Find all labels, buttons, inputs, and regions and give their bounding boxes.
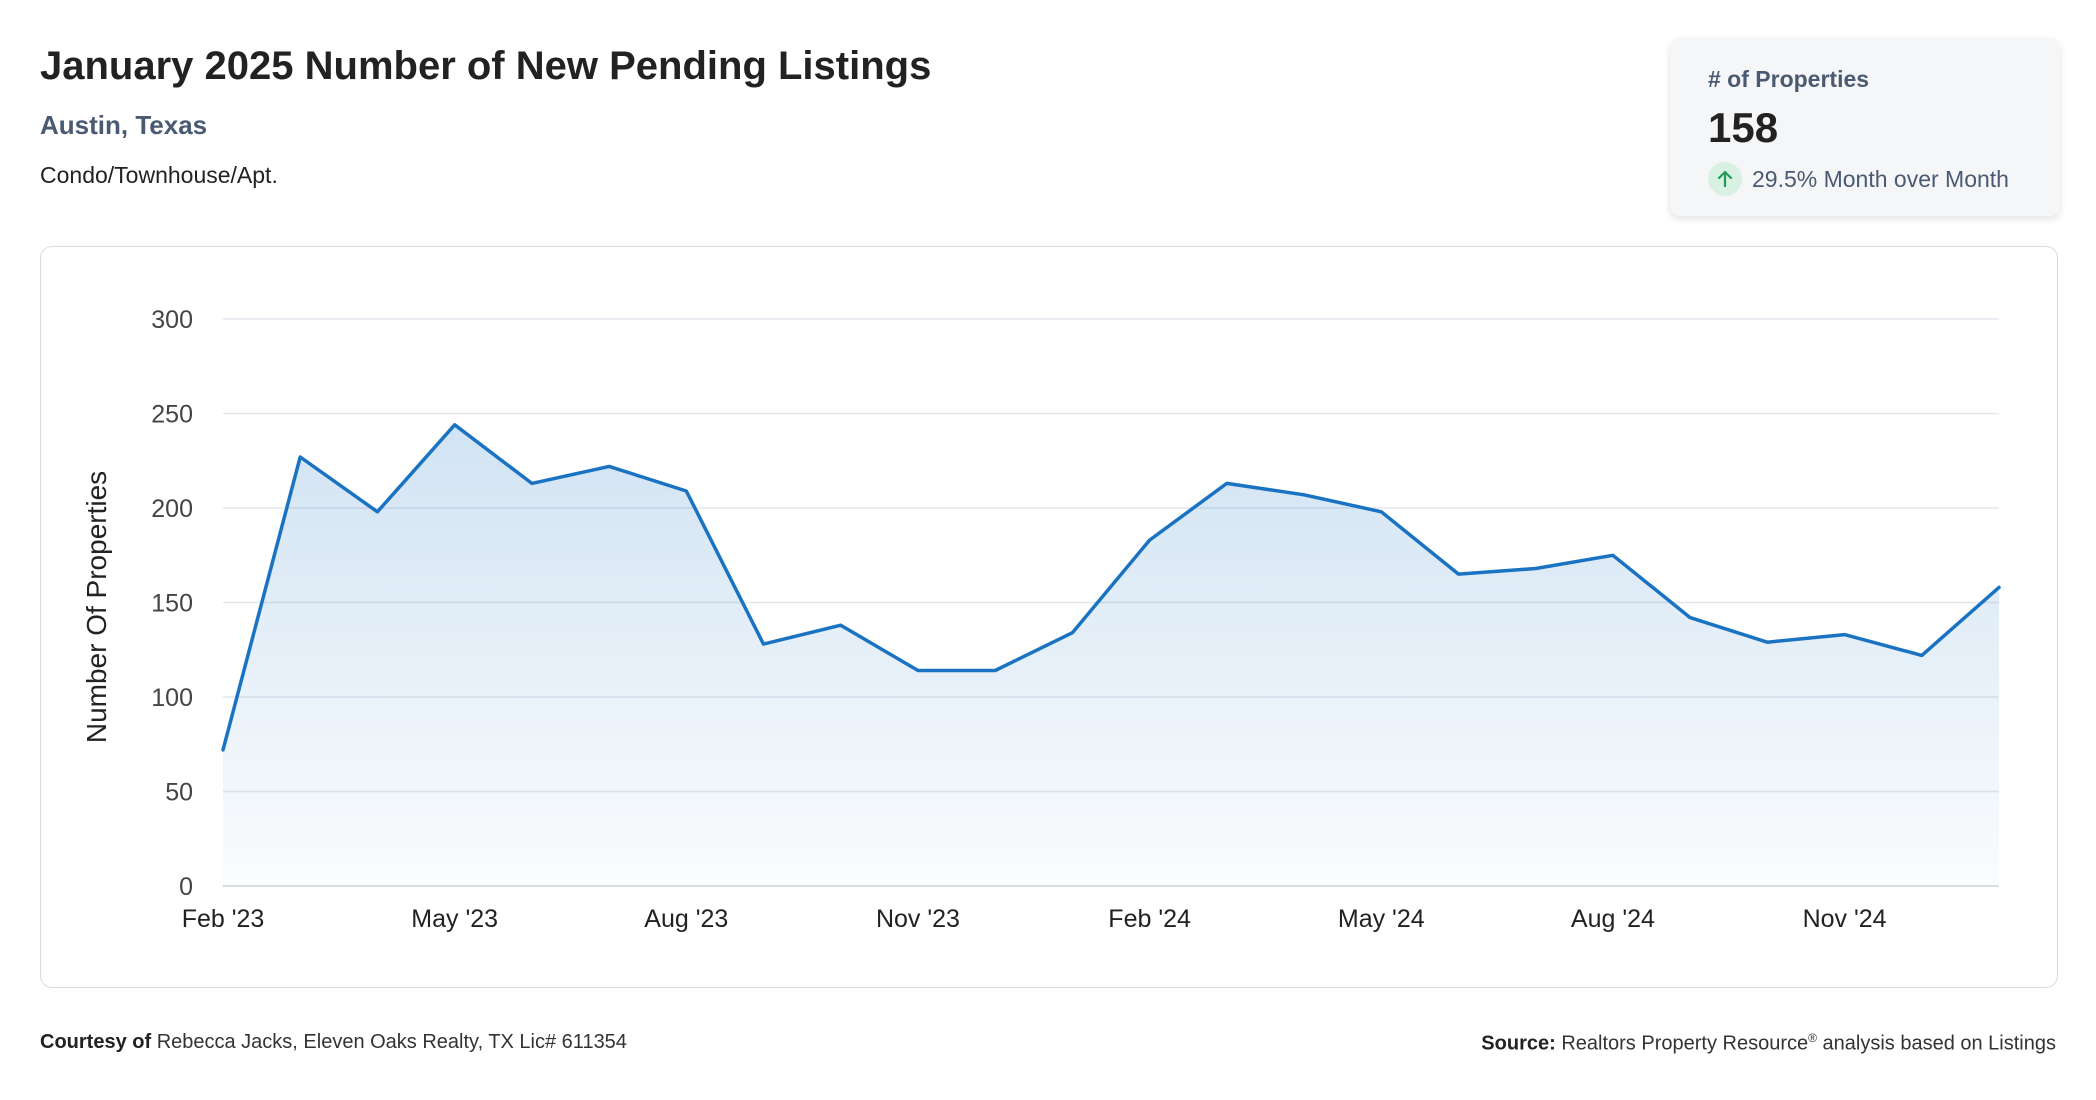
x-tick-label: Aug '23 [644, 905, 728, 933]
series-area [223, 424, 1999, 886]
courtesy-label: Courtesy of [40, 1031, 152, 1053]
source-footer: Source: Realtors Property Resource® anal… [1481, 1031, 2056, 1056]
y-tick-label: 200 [151, 495, 193, 523]
source-label: Source: [1481, 1032, 1556, 1055]
kpi-label: # of Properties [1708, 66, 1870, 92]
x-tick-label: Feb '23 [182, 905, 265, 933]
kpi-change: 29.5% Month over Month [1708, 162, 2009, 196]
x-tick-label: Nov '23 [876, 905, 960, 933]
y-tick-label: 100 [151, 684, 193, 712]
location-label: Austin, Texas [40, 110, 208, 140]
page-title: January 2025 Number of New Pending Listi… [40, 44, 932, 88]
source-text-suffix: analysis based on Listings [1816, 1032, 2057, 1055]
y-tick-label: 0 [179, 873, 193, 901]
x-tick-label: May '23 [411, 905, 498, 933]
chart-card: 0 50 100 150 200 250 300 Feb '23 May '23 Aug '23 N… [40, 246, 2058, 988]
arrow-up-icon [1708, 162, 1742, 196]
registered-mark: ® [1808, 1031, 1817, 1045]
x-tick-label: May '24 [1338, 905, 1425, 933]
y-tick-label: 250 [151, 401, 193, 429]
x-tick-label: Nov '24 [1803, 905, 1887, 933]
courtesy-footer: Courtesy of Rebecca Jacks, Eleven Oaks R… [40, 1031, 627, 1054]
kpi-change-text: 29.5% Month over Month [1752, 165, 2009, 192]
kpi-value: 158 [1708, 104, 1779, 151]
x-tick-label: Aug '24 [1571, 905, 1655, 933]
courtesy-text: Rebecca Jacks, Eleven Oaks Realty, TX Li… [156, 1031, 627, 1053]
series-line [221, 423, 2001, 752]
y-tick-label: 50 [165, 779, 193, 807]
y-axis-label: Number Of Properties [81, 471, 112, 743]
kpi-card: # of Properties 158 29.5% Month over Mon… [1670, 38, 2060, 216]
x-tick-label: Feb '24 [1108, 905, 1191, 933]
y-tick-label: 150 [151, 590, 193, 618]
y-tick-label: 300 [151, 306, 193, 334]
line-chart: 0 50 100 150 200 250 300 Feb '23 May '23 Aug '23 N… [81, 306, 2001, 933]
source-text: Realtors Property Resource [1561, 1032, 1809, 1055]
property-type-label: Condo/Townhouse/Apt. [40, 162, 278, 188]
